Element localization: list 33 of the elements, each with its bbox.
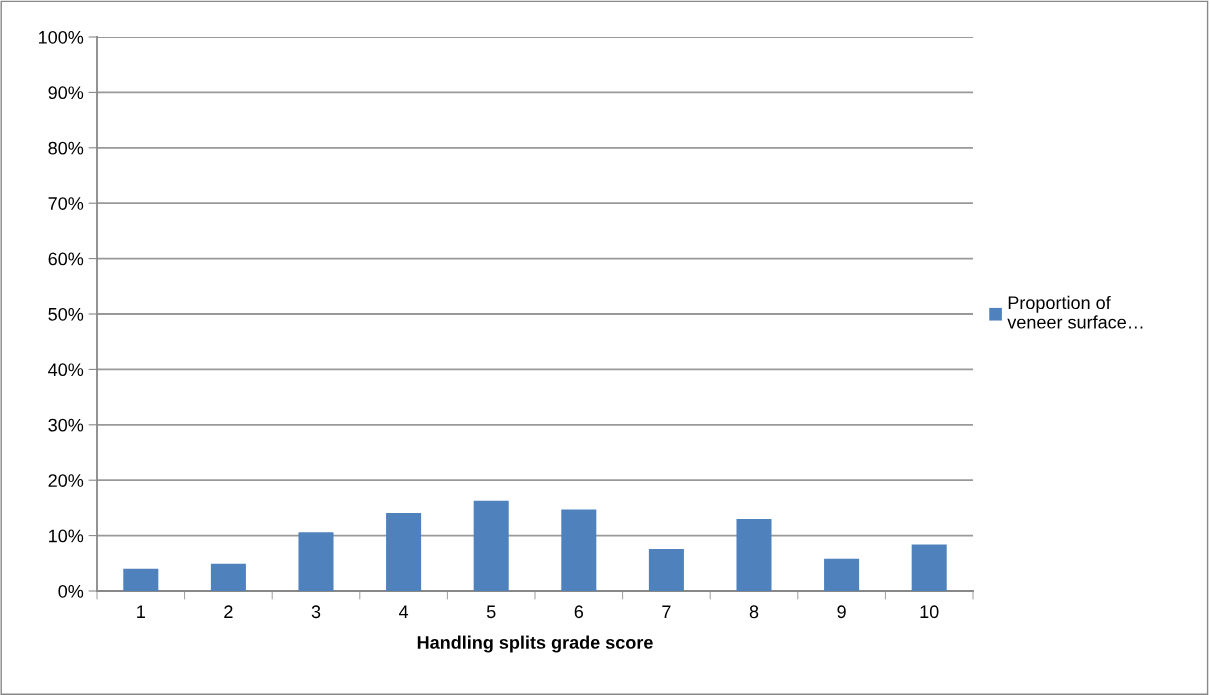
bar (210, 563, 246, 591)
y-tick-label: 100% (39, 30, 84, 44)
x-tick-label: 3 (311, 605, 321, 619)
bar (736, 518, 772, 591)
bar (648, 548, 684, 591)
x-tick-label: 2 (224, 605, 233, 618)
x-tick-label: 10 (920, 605, 939, 619)
y-tick-label: 20% (48, 474, 84, 487)
x-tick-label: 4 (398, 605, 409, 618)
y-tick-label: 30% (48, 418, 84, 432)
y-tick-label: 60% (48, 252, 84, 266)
bar (473, 500, 509, 591)
x-tick-label: 5 (486, 605, 496, 619)
y-tick-label: 40% (48, 363, 84, 377)
bar (911, 544, 947, 591)
bar (123, 568, 159, 591)
y-tick-label: 0% (58, 584, 84, 598)
bar (386, 512, 422, 591)
bar (298, 532, 334, 591)
y-tick-label: 50% (48, 307, 84, 321)
bar (824, 558, 860, 591)
bar (561, 509, 597, 591)
x-tick-label: 1 (137, 605, 145, 618)
y-tick-label: 80% (48, 141, 84, 155)
x-tick-label: 7 (662, 605, 671, 618)
x-axis-title: Handling splits grade score (417, 635, 653, 653)
x-tick-label: 6 (574, 605, 584, 619)
x-tick-label: 9 (837, 605, 846, 619)
legend-label: Proportion of veneer surface… (1007, 295, 1143, 329)
x-tick-label: 8 (749, 605, 759, 619)
y-tick-label: 90% (48, 86, 84, 100)
y-tick-label: 10% (49, 529, 84, 543)
y-tick-label: 70% (48, 197, 84, 210)
